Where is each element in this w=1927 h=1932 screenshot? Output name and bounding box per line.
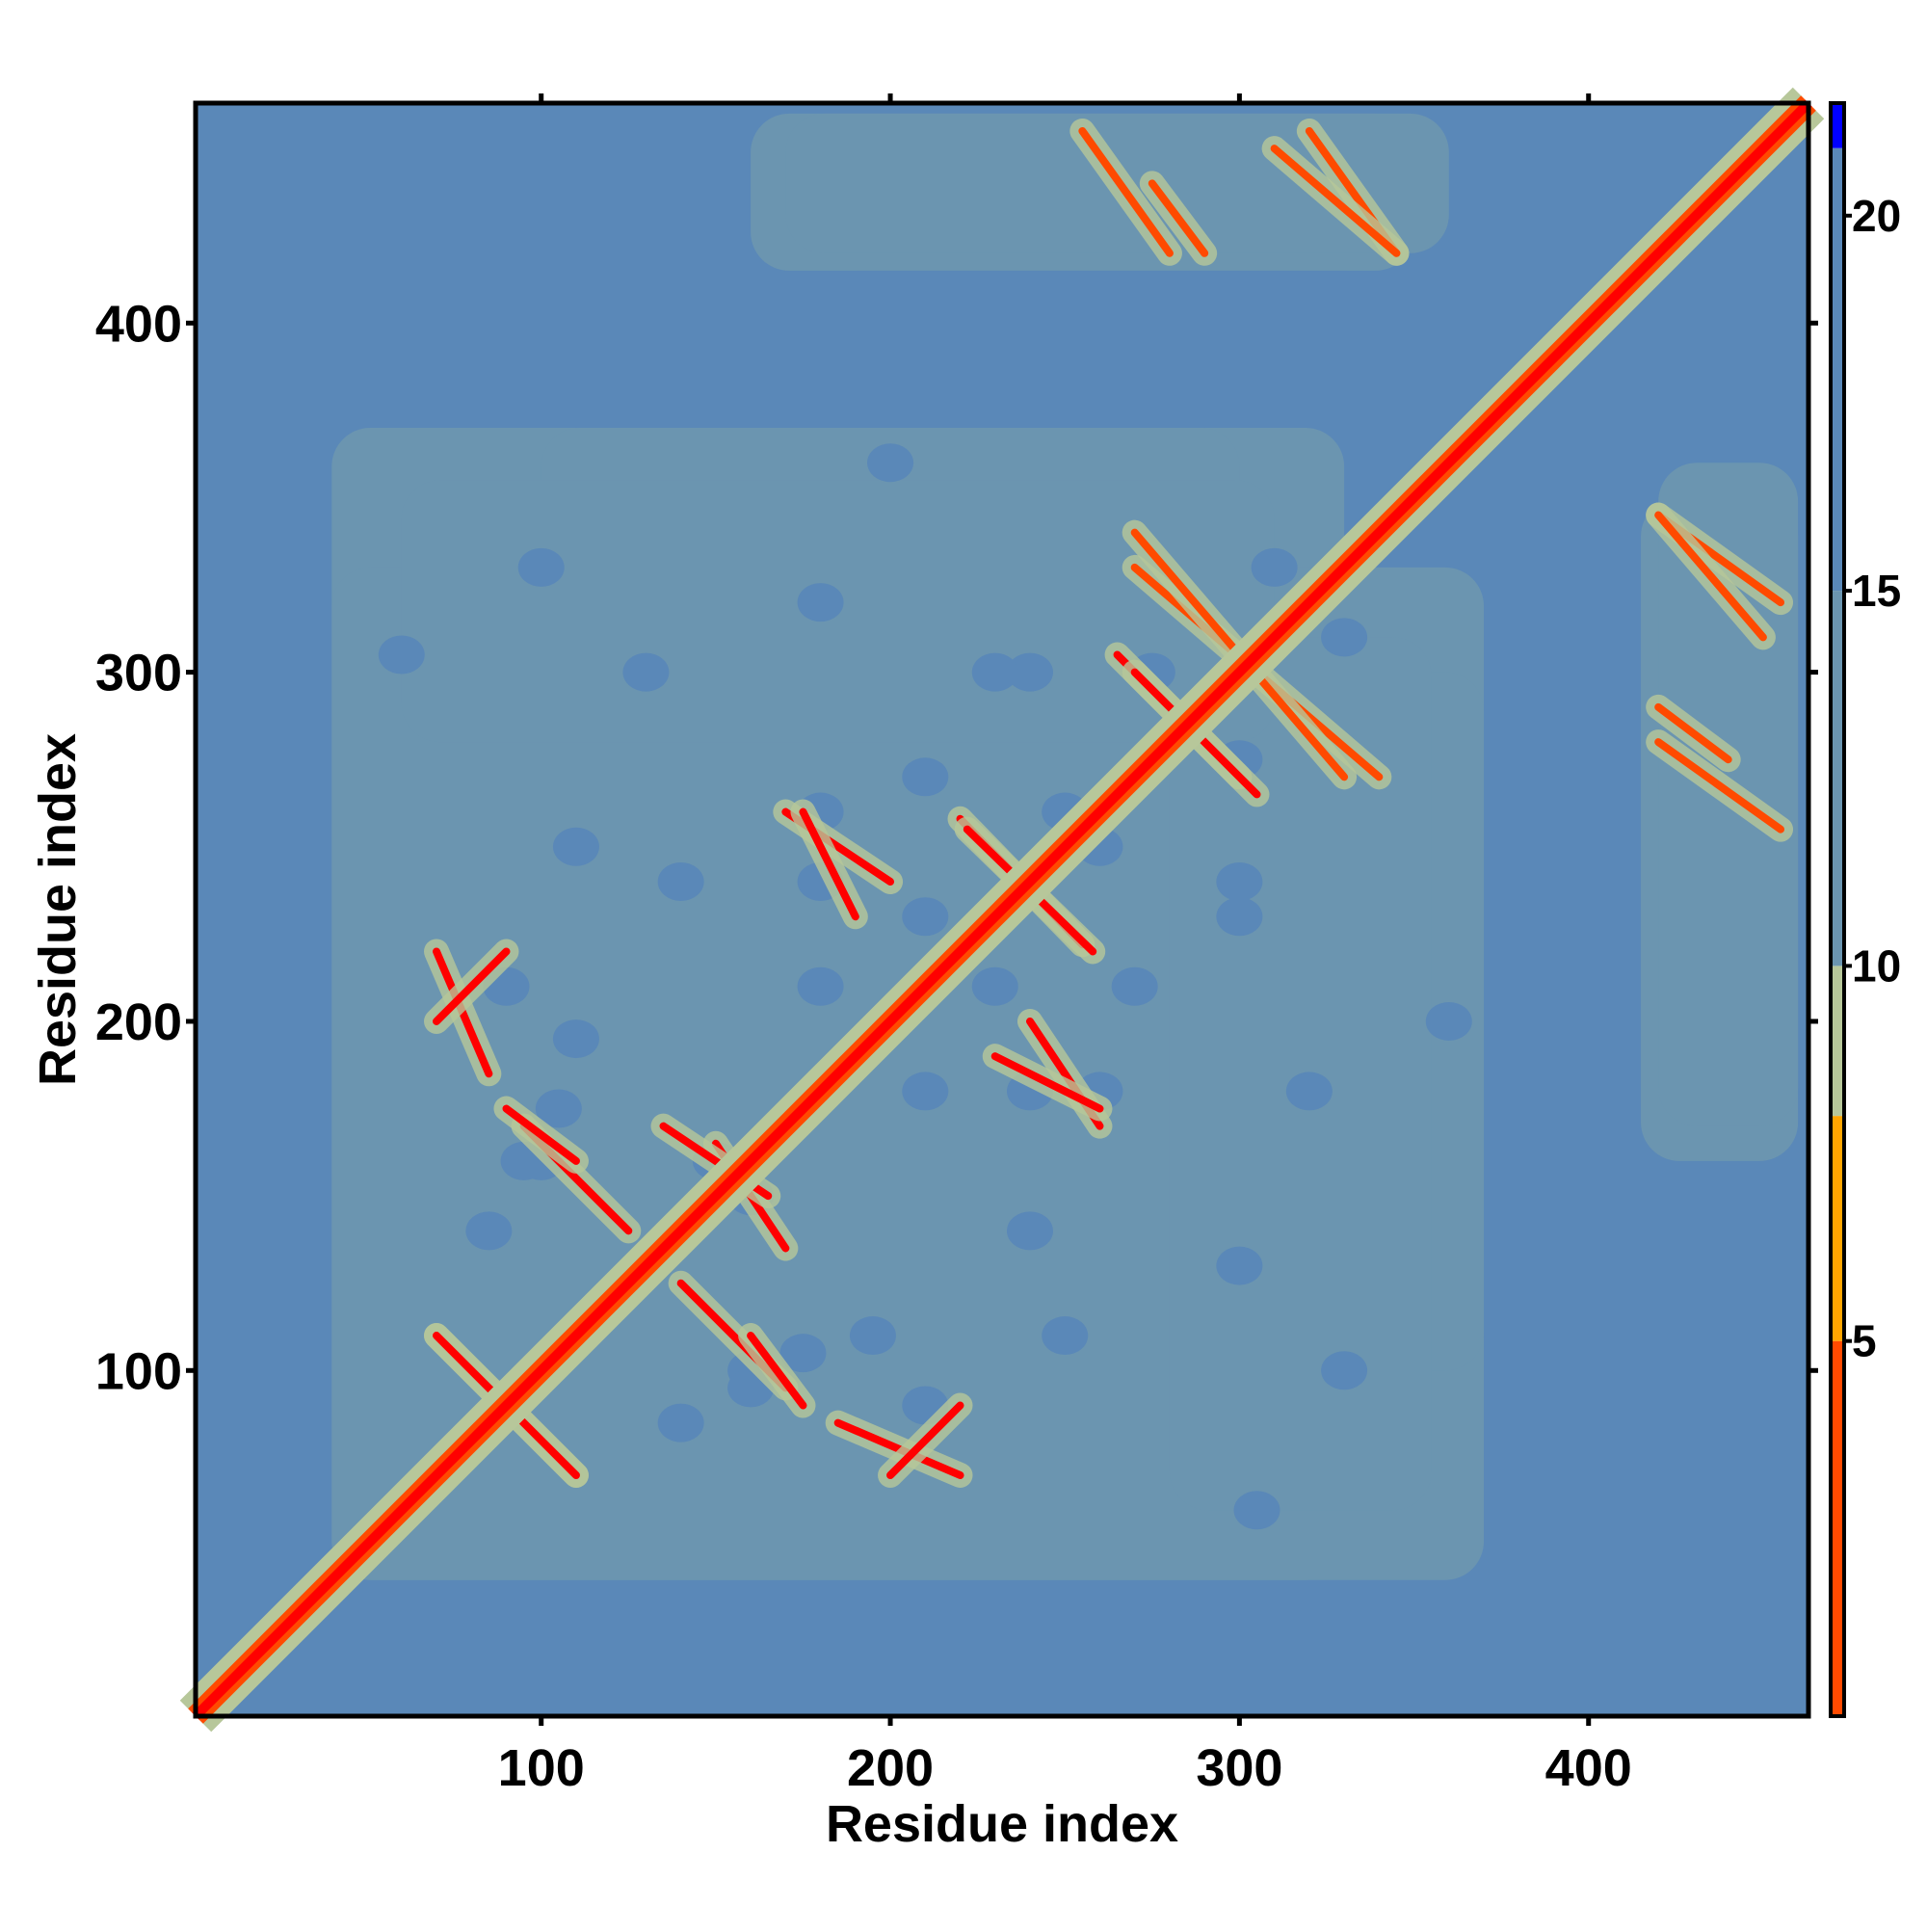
x-axis-label: Residue index (826, 1795, 1178, 1853)
low-density-spot (779, 1334, 827, 1373)
x-tick-label: 400 (1545, 1739, 1632, 1797)
y-tick-label: 200 (95, 993, 182, 1051)
low-density-spot (797, 583, 844, 622)
low-density-spot (1216, 862, 1263, 902)
low-density-spot (535, 1089, 582, 1128)
colorbar-segment (1831, 966, 1844, 1117)
y-tick-label: 100 (95, 1342, 182, 1400)
low-density-spot (902, 1072, 949, 1111)
colorbar-frame (1829, 101, 1846, 1718)
colorbar-tick-label: 10 (1852, 940, 1901, 991)
low-density-spot (849, 1316, 896, 1356)
low-density-spot (378, 635, 425, 675)
low-density-spot (657, 862, 704, 902)
contact-line (799, 807, 859, 921)
contact-line (1148, 179, 1209, 257)
colorbar-segment (1831, 147, 1844, 592)
low-density-spot (902, 757, 949, 797)
colorbar-segment (1831, 1116, 1844, 1341)
contact-line (1270, 145, 1401, 257)
colorbar-segment (1831, 591, 1844, 966)
contact-line (886, 1401, 964, 1479)
low-density-spot (867, 443, 914, 483)
y-tick-label: 300 (95, 645, 182, 702)
low-density-spot (971, 652, 1018, 692)
plot-frame (193, 100, 1811, 1719)
contact-line (1078, 126, 1174, 257)
low-density-spot (902, 897, 949, 937)
low-density-spot (1321, 618, 1368, 657)
contact-line (502, 1104, 580, 1165)
contact-line (433, 947, 511, 1025)
low-density-spot (1233, 1491, 1280, 1530)
low-density-spot (1216, 897, 1263, 937)
low-density-spot (1006, 1211, 1053, 1251)
colorbar-tick-label: 15 (1852, 566, 1901, 616)
low-density-spot (1251, 547, 1298, 587)
x-tick-label: 200 (847, 1739, 934, 1797)
low-density-spot (622, 652, 670, 692)
y-tick-label: 400 (95, 295, 182, 353)
low-density-spot (797, 966, 844, 1006)
colorbar-tick-label: 20 (1852, 191, 1901, 241)
low-density-spot (1042, 1316, 1089, 1356)
low-density-spot (552, 827, 599, 866)
diagonal-line (192, 99, 1812, 1720)
contact-line (1654, 511, 1767, 642)
colorbar-segment (1831, 1340, 1844, 1716)
low-density-spot (1285, 1072, 1333, 1111)
low-density-spot (971, 966, 1018, 1006)
contact-line (1654, 702, 1732, 764)
colorbar: 5 10 15 20 (1829, 101, 1901, 1718)
low-density-spot (1111, 966, 1158, 1006)
low-density-spot (465, 1211, 513, 1251)
x-tick-label: 300 (1196, 1739, 1282, 1797)
colorbar-tick-label: 5 (1852, 1316, 1877, 1366)
contact-line (1654, 738, 1785, 834)
low-density-spot (1216, 1246, 1263, 1285)
y-axis-label: Residue index (29, 733, 87, 1086)
low-density-spot (657, 1403, 704, 1442)
contact-line (990, 1052, 1104, 1113)
x-tick-label: 100 (498, 1739, 585, 1797)
low-density-spot (517, 547, 565, 587)
low-density-spot (552, 1019, 599, 1059)
low-density-spot (1425, 1001, 1472, 1041)
colorbar-segment (1831, 103, 1844, 148)
axes: 100 200 300 400 100 200 300 400 (95, 93, 1818, 1797)
low-density-spot (1321, 1351, 1368, 1390)
heatmap-plot-area (179, 87, 1825, 1733)
low-density-spot (1006, 652, 1053, 692)
contact-line (747, 1332, 807, 1410)
